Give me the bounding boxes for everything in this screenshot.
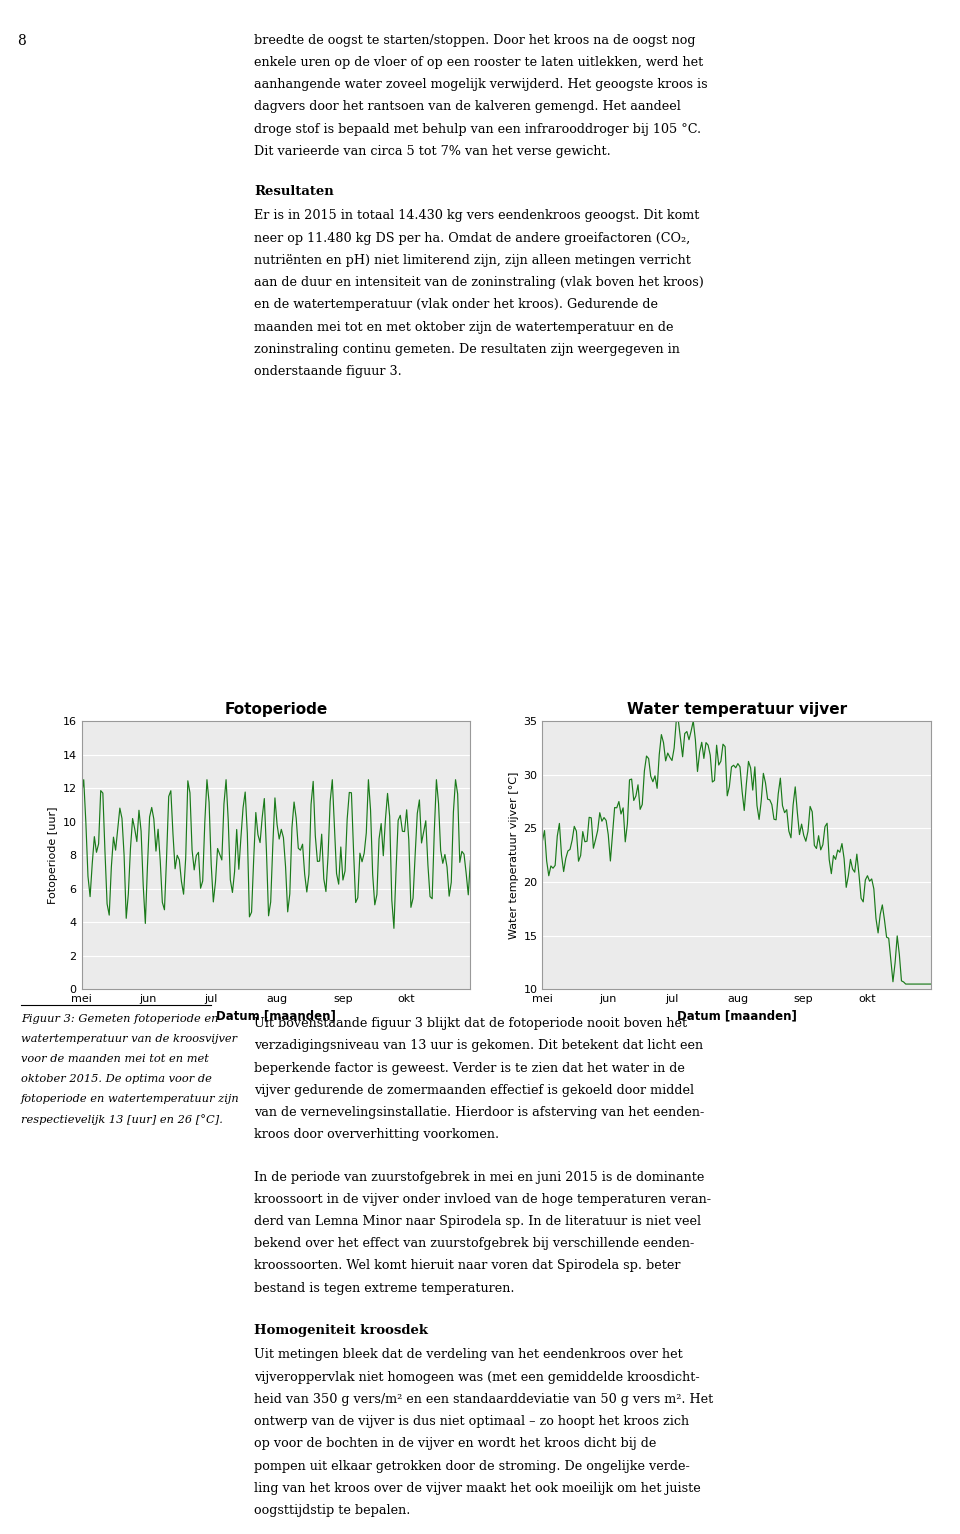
- Text: heid van 350 g vers/m² en een standaarddeviatie van 50 g vers m². Het: heid van 350 g vers/m² en een standaardd…: [254, 1393, 713, 1407]
- Title: Fotoperiode: Fotoperiode: [225, 703, 327, 716]
- Text: fotoperiode en watertemperatuur zijn: fotoperiode en watertemperatuur zijn: [21, 1094, 240, 1104]
- Text: pompen uit elkaar getrokken door de stroming. De ongelijke verde-: pompen uit elkaar getrokken door de stro…: [254, 1460, 690, 1473]
- X-axis label: Datum [maanden]: Datum [maanden]: [216, 1009, 336, 1023]
- Text: breedte de oogst te starten/stoppen. Door het kroos na de oogst nog: breedte de oogst te starten/stoppen. Doo…: [254, 34, 696, 46]
- Text: op voor de bochten in de vijver en wordt het kroos dicht bij de: op voor de bochten in de vijver en wordt…: [254, 1437, 657, 1451]
- Text: vijver gedurende de zomermaanden effectief is gekoeld door middel: vijver gedurende de zomermaanden effecti…: [254, 1083, 694, 1097]
- Text: vijveroppervlak niet homogeen was (met een gemiddelde kroosdicht-: vijveroppervlak niet homogeen was (met e…: [254, 1371, 700, 1384]
- Text: Figuur 3: Gemeten fotoperiode en: Figuur 3: Gemeten fotoperiode en: [21, 1014, 219, 1025]
- Text: oktober 2015. De optima voor de: oktober 2015. De optima voor de: [21, 1074, 212, 1085]
- Text: beperkende factor is geweest. Verder is te zien dat het water in de: beperkende factor is geweest. Verder is …: [254, 1062, 685, 1074]
- Text: zoninstraling continu gemeten. De resultaten zijn weergegeven in: zoninstraling continu gemeten. De result…: [254, 344, 681, 356]
- Text: Uit metingen bleek dat de verdeling van het eendenkroos over het: Uit metingen bleek dat de verdeling van …: [254, 1348, 684, 1362]
- Text: Er is in 2015 in totaal 14.430 kg vers eendenkroos geoogst. Dit komt: Er is in 2015 in totaal 14.430 kg vers e…: [254, 210, 700, 222]
- Text: kroossoort in de vijver onder invloed van de hoge temperaturen veran-: kroossoort in de vijver onder invloed va…: [254, 1193, 711, 1206]
- Text: verzadigingsniveau van 13 uur is gekomen. Dit betekent dat licht een: verzadigingsniveau van 13 uur is gekomen…: [254, 1040, 704, 1052]
- Text: dagvers door het rantsoen van de kalveren gemengd. Het aandeel: dagvers door het rantsoen van de kalvere…: [254, 100, 682, 114]
- Text: 8: 8: [17, 34, 26, 48]
- Text: kroos door oververhitting voorkomen.: kroos door oververhitting voorkomen.: [254, 1129, 499, 1141]
- Text: ontwerp van de vijver is dus niet optimaal – zo hoopt het kroos zich: ontwerp van de vijver is dus niet optima…: [254, 1416, 689, 1428]
- Text: bestand is tegen extreme temperaturen.: bestand is tegen extreme temperaturen.: [254, 1282, 515, 1295]
- Text: Dit varieerde van circa 5 tot 7% van het verse gewicht.: Dit varieerde van circa 5 tot 7% van het…: [254, 144, 612, 158]
- Text: oogsttijdstip te bepalen.: oogsttijdstip te bepalen.: [254, 1505, 411, 1517]
- Y-axis label: Water temperatuur vijver [°C]: Water temperatuur vijver [°C]: [509, 772, 519, 939]
- Text: derd van Lemna Minor naar Spirodela sp. In de literatuur is niet veel: derd van Lemna Minor naar Spirodela sp. …: [254, 1215, 702, 1229]
- Text: maanden mei tot en met oktober zijn de watertemperatuur en de: maanden mei tot en met oktober zijn de w…: [254, 321, 674, 334]
- Title: Water temperatuur vijver: Water temperatuur vijver: [627, 703, 847, 716]
- Text: onderstaande figuur 3.: onderstaande figuur 3.: [254, 365, 402, 379]
- Text: In de periode van zuurstofgebrek in mei en juni 2015 is de dominante: In de periode van zuurstofgebrek in mei …: [254, 1170, 705, 1184]
- Text: enkele uren op de vloer of op een rooster te laten uitlekken, werd het: enkele uren op de vloer of op een rooste…: [254, 55, 704, 69]
- Text: van de vernevelingsinstallatie. Hierdoor is afsterving van het eenden-: van de vernevelingsinstallatie. Hierdoor…: [254, 1106, 705, 1118]
- X-axis label: Datum [maanden]: Datum [maanden]: [677, 1009, 797, 1023]
- Text: aanhangende water zoveel mogelijk verwijderd. Het geoogste kroos is: aanhangende water zoveel mogelijk verwij…: [254, 78, 708, 91]
- Text: nutriënten en pH) niet limiterend zijn, zijn alleen metingen verricht: nutriënten en pH) niet limiterend zijn, …: [254, 255, 691, 267]
- Text: Uit bovenstaande figuur 3 blijkt dat de fotoperiode nooit boven het: Uit bovenstaande figuur 3 blijkt dat de …: [254, 1017, 687, 1029]
- Text: en de watertemperatuur (vlak onder het kroos). Gedurende de: en de watertemperatuur (vlak onder het k…: [254, 299, 659, 311]
- Y-axis label: Fotoperiode [uur]: Fotoperiode [uur]: [48, 807, 59, 904]
- Text: kroossoorten. Wel komt hieruit naar voren dat Spirodela sp. beter: kroossoorten. Wel komt hieruit naar vore…: [254, 1259, 681, 1273]
- Text: respectievelijk 13 [uur] en 26 [°C].: respectievelijk 13 [uur] en 26 [°C].: [21, 1114, 223, 1124]
- Text: neer op 11.480 kg DS per ha. Omdat de andere groeifactoren (CO₂,: neer op 11.480 kg DS per ha. Omdat de an…: [254, 232, 690, 245]
- Text: aan de duur en intensiteit van de zoninstraling (vlak boven het kroos): aan de duur en intensiteit van de zonins…: [254, 276, 705, 290]
- Text: bekend over het effect van zuurstofgebrek bij verschillende eenden-: bekend over het effect van zuurstofgebre…: [254, 1238, 695, 1250]
- Text: Resultaten: Resultaten: [254, 186, 334, 198]
- Text: ling van het kroos over de vijver maakt het ook moeilijk om het juiste: ling van het kroos over de vijver maakt …: [254, 1482, 701, 1496]
- Text: watertemperatuur van de kroosvijver: watertemperatuur van de kroosvijver: [21, 1034, 237, 1045]
- Text: Homogeniteit kroosdek: Homogeniteit kroosdek: [254, 1324, 428, 1338]
- Text: droge stof is bepaald met behulp van een infrarooddroger bij 105 °C.: droge stof is bepaald met behulp van een…: [254, 123, 702, 135]
- Text: voor de maanden mei tot en met: voor de maanden mei tot en met: [21, 1054, 209, 1065]
